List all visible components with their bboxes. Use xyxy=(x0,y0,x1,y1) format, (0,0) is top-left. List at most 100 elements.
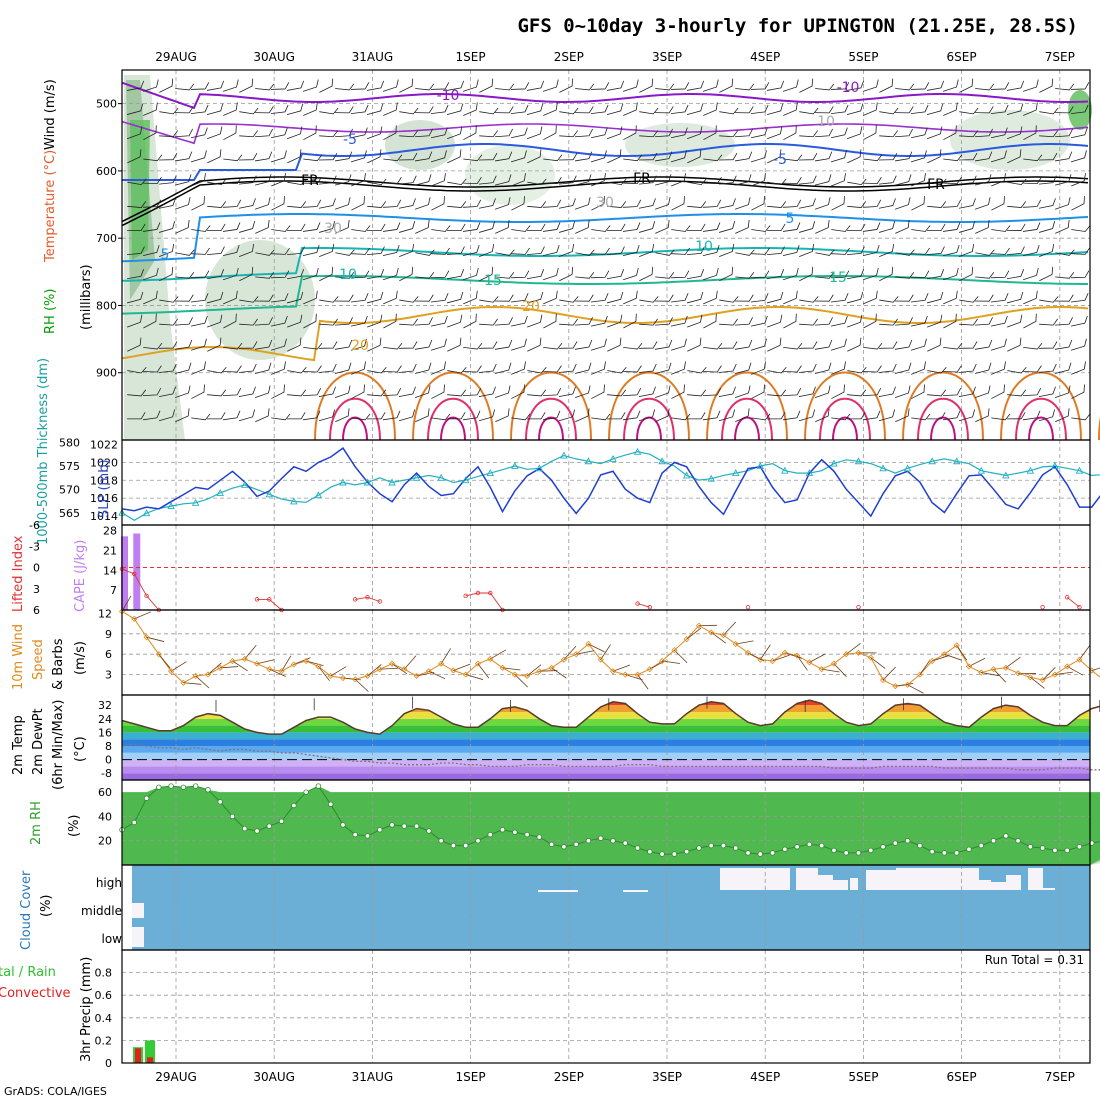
thickness-point xyxy=(781,466,789,474)
wind-barb xyxy=(479,78,494,93)
wind-barb xyxy=(783,342,803,350)
wind-barb xyxy=(798,221,816,233)
wind-barb xyxy=(1007,201,1027,208)
rh-title: RH (%) xyxy=(43,289,58,334)
wind-barb xyxy=(831,196,845,211)
wind-barb xyxy=(575,271,595,279)
contour-label: 5 xyxy=(161,247,170,263)
wind-barb xyxy=(943,125,957,141)
rh-point xyxy=(536,834,543,840)
wind-barb xyxy=(399,266,414,282)
wind-barb xyxy=(862,79,879,92)
isotherm-30-loop xyxy=(917,397,969,441)
wind-barb xyxy=(415,271,435,279)
wind-barb xyxy=(511,270,530,279)
wind-barb xyxy=(383,313,397,329)
temperature-axis-title: (°C) xyxy=(73,736,88,762)
thickness-point xyxy=(633,447,642,455)
wind-speed-point xyxy=(843,651,850,658)
wind-barb xyxy=(142,267,159,281)
precip-tick-label: 0 xyxy=(105,1057,112,1070)
thickness-point xyxy=(363,478,372,486)
wind-axis-title: (m/s) xyxy=(73,641,88,675)
wind-barb xyxy=(543,125,557,141)
wind-barb xyxy=(543,199,562,208)
precip-tick-label: 0.8 xyxy=(95,967,113,980)
wind-barb xyxy=(143,387,162,397)
wind-barb xyxy=(974,339,993,350)
lifted-index-tick-label: 6 xyxy=(33,604,40,617)
temperature-band xyxy=(122,718,1090,726)
wind-barb xyxy=(943,102,958,116)
data-markers xyxy=(118,78,1100,857)
wind-speed-point xyxy=(1002,664,1009,671)
wind-barb xyxy=(655,219,670,234)
wind-barb xyxy=(223,387,242,397)
wind-barb xyxy=(735,271,755,279)
thickness-point xyxy=(658,457,666,465)
wind-barb xyxy=(911,247,930,255)
wind-barb xyxy=(399,296,419,303)
wind-barb xyxy=(831,270,850,279)
wind-barb xyxy=(767,223,786,231)
wind-barb xyxy=(431,270,450,279)
wind-barb xyxy=(440,648,452,664)
rh-point xyxy=(278,818,285,824)
wind-barb xyxy=(159,296,179,303)
wind-barb xyxy=(703,365,722,373)
wind-speed-point xyxy=(806,659,813,666)
isotherm-35-loop xyxy=(930,416,956,441)
wind-barb xyxy=(958,409,976,422)
wind-barb xyxy=(415,408,430,423)
rh-point xyxy=(1027,844,1034,850)
wind-barb xyxy=(415,106,434,114)
wind-barb xyxy=(404,655,417,670)
wind-barb xyxy=(399,318,418,326)
wind-barb xyxy=(526,246,545,256)
wind-barb xyxy=(379,667,398,670)
wind-barb xyxy=(784,652,803,659)
wind-barb xyxy=(303,177,322,185)
wind-barb xyxy=(270,293,289,303)
wind-barb xyxy=(143,199,162,208)
wind-barb xyxy=(254,317,273,326)
wind-barb xyxy=(847,366,867,374)
wind-barb xyxy=(670,104,689,115)
wind-barb xyxy=(255,219,270,234)
wind-barb xyxy=(542,79,559,92)
wind-barb xyxy=(511,384,525,399)
precip-axis-title: 3hr Precip (mm) xyxy=(79,957,94,1062)
wind-barb xyxy=(1038,409,1056,422)
lifted-index-point xyxy=(254,597,260,602)
wind-barb xyxy=(447,366,467,374)
wind-barb xyxy=(654,362,672,374)
wind-barb xyxy=(607,126,623,140)
wind-barb xyxy=(814,317,833,326)
wind-barb xyxy=(639,243,655,257)
wind-barb xyxy=(367,389,387,397)
rh-point xyxy=(156,784,162,790)
wind-barb xyxy=(142,222,161,232)
wind-barb xyxy=(772,654,790,662)
thickness-point xyxy=(511,462,519,469)
wind-barb xyxy=(1054,151,1073,162)
wind-barb xyxy=(879,152,898,161)
wind-barb xyxy=(494,197,511,210)
wind-barb xyxy=(639,341,658,349)
lifted-index-line xyxy=(121,568,1080,611)
top-day-label: 1SEP xyxy=(456,50,486,64)
rh-point xyxy=(377,827,383,833)
bottom-day-label: 6SEP xyxy=(947,1070,977,1084)
wind-barb xyxy=(431,196,445,211)
wind-barb xyxy=(993,668,1007,683)
temperature-band xyxy=(122,766,1090,774)
isotherm-25-loop xyxy=(706,371,788,441)
wind-barb xyxy=(1038,363,1057,373)
rh-point xyxy=(352,831,358,838)
temperature-axis-title: 2m DewPt xyxy=(31,708,46,775)
wind-barb xyxy=(271,196,285,211)
wind-barb xyxy=(863,125,877,141)
isotherm-35-loop xyxy=(1028,416,1054,441)
temperature-line xyxy=(121,699,1100,735)
wind-barb xyxy=(687,149,702,164)
